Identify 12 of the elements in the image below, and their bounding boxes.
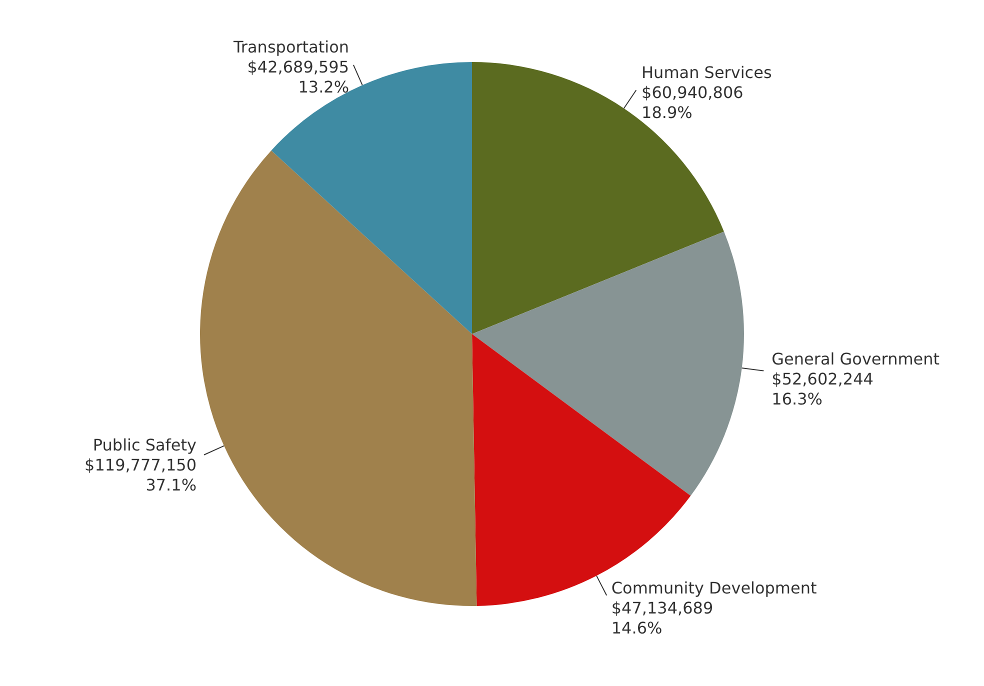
data-label: $60,940,806 18.9% <box>642 83 744 122</box>
data-label: $47,134,689 14.6% <box>611 598 714 638</box>
slice-label: Transportation <box>232 37 350 56</box>
pie-slice <box>472 232 744 496</box>
slice-label: Human Services <box>642 63 772 82</box>
slice-label: General Government <box>772 350 940 369</box>
slice-label: Public Safety <box>92 435 197 454</box>
data-label: $119,777,150 37.1% <box>84 455 197 494</box>
data-label: $52,602,244 16.3% <box>772 370 874 409</box>
pie-slice <box>200 150 477 606</box>
slice-label: Community Development <box>611 578 817 598</box>
data-label: $42,689,595 13.2% <box>247 57 350 96</box>
